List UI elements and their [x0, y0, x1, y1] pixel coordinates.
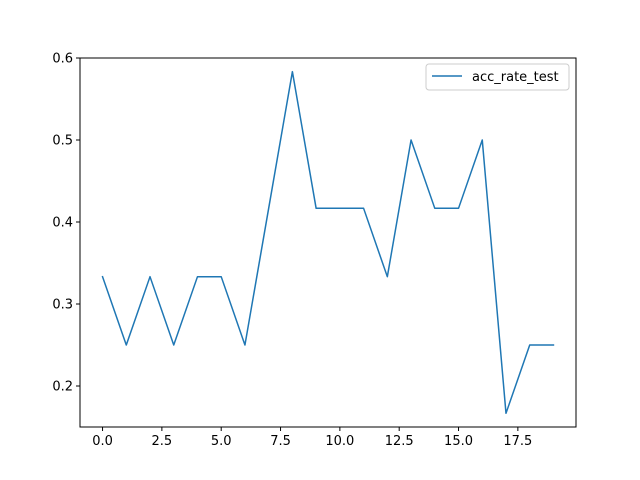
y-tick-label: 0.5	[52, 134, 73, 149]
x-tick-label: 15.0	[444, 434, 473, 449]
x-tick-label: 0.0	[92, 434, 113, 449]
x-tick-label: 17.5	[503, 434, 532, 449]
legend-box	[425, 63, 570, 91]
x-tick-label: 2.5	[152, 434, 173, 449]
series-layer	[101, 70, 555, 415]
legend-label: acc_rate_test	[472, 70, 559, 85]
y-tick-label: 0.6	[52, 52, 73, 67]
y-tick-label: 0.3	[52, 298, 73, 313]
x-tick-label: 7.5	[270, 434, 291, 449]
legend: acc_rate_test	[425, 63, 570, 91]
x-tick-label: 5.0	[211, 434, 232, 449]
x-axis: 0.0 2.5 5.0 7.5 10.0 12.5 15.0 17.5	[92, 427, 532, 449]
y-tick-label: 0.4	[52, 216, 73, 231]
y-axis: 0.2 0.3 0.4 0.5 0.6	[52, 52, 80, 395]
y-tick-label: 0.2	[52, 380, 73, 395]
x-tick-label: 10.0	[325, 434, 354, 449]
x-tick-label: 12.5	[385, 434, 414, 449]
series-line-0	[101, 70, 555, 415]
plot-frame	[79, 57, 577, 428]
